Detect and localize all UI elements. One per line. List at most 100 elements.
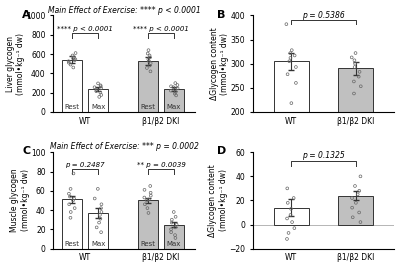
Bar	[164, 225, 184, 249]
Text: p = 0.5386: p = 0.5386	[302, 11, 345, 20]
Point	[352, 184, 358, 188]
Text: Max: Max	[167, 104, 181, 110]
Bar	[88, 89, 108, 112]
Bar	[274, 61, 309, 208]
Point	[141, 188, 148, 192]
Text: D: D	[217, 147, 226, 157]
Point	[284, 72, 291, 76]
Point	[168, 227, 174, 232]
Point	[146, 53, 153, 58]
Point	[287, 51, 294, 55]
Text: Rest: Rest	[140, 241, 156, 247]
Bar	[62, 199, 82, 249]
Point	[67, 194, 73, 199]
Text: B: B	[217, 10, 226, 20]
Point	[148, 191, 154, 195]
Point	[95, 81, 101, 85]
Point	[173, 93, 179, 98]
Text: C: C	[22, 147, 30, 157]
Point	[146, 64, 153, 68]
Point	[293, 81, 299, 85]
Point	[144, 206, 151, 210]
Point	[67, 187, 74, 191]
Point	[285, 231, 292, 235]
Point	[66, 192, 72, 196]
Point	[168, 88, 174, 93]
Point	[288, 101, 294, 105]
Point	[353, 201, 359, 205]
Point	[96, 95, 102, 99]
Point	[284, 216, 290, 221]
Point	[146, 197, 152, 202]
Point	[98, 210, 105, 214]
Point	[291, 226, 298, 230]
Point	[172, 81, 178, 85]
Y-axis label: Liver glycogen
(mmol•kg⁻¹ dw): Liver glycogen (mmol•kg⁻¹ dw)	[6, 33, 25, 95]
Bar	[274, 208, 309, 225]
Point	[174, 83, 181, 87]
Point	[289, 220, 295, 224]
Point	[72, 51, 79, 55]
Point	[70, 65, 76, 70]
Text: p = 0.1325: p = 0.1325	[302, 151, 345, 160]
Point	[147, 184, 154, 188]
Point	[172, 236, 179, 240]
Bar	[338, 68, 374, 208]
Point	[91, 85, 98, 90]
Point	[66, 202, 72, 206]
Point	[350, 215, 356, 219]
Point	[356, 210, 362, 215]
Point	[67, 216, 74, 220]
Bar	[338, 196, 374, 225]
Point	[72, 57, 79, 61]
Point	[286, 59, 292, 64]
Point	[170, 85, 176, 90]
Point	[174, 86, 181, 90]
Point	[358, 84, 364, 88]
Point	[168, 84, 174, 88]
Point	[97, 83, 104, 87]
Bar	[138, 61, 158, 112]
Point	[96, 221, 102, 225]
Point	[172, 225, 178, 229]
Point	[71, 196, 77, 201]
Point	[68, 210, 74, 214]
Point	[145, 57, 152, 61]
Point	[356, 70, 363, 74]
Point	[349, 206, 355, 210]
Point	[98, 86, 104, 90]
Point	[284, 237, 290, 241]
Point	[92, 196, 98, 201]
Text: Rest: Rest	[140, 104, 156, 110]
Text: ** p = 0.0039: ** p = 0.0039	[136, 162, 185, 168]
Point	[287, 56, 294, 60]
Point	[356, 189, 362, 193]
Text: A: A	[22, 10, 31, 20]
Text: Rest: Rest	[65, 104, 80, 110]
Point	[98, 84, 104, 88]
Text: p = 0.2487: p = 0.2487	[66, 162, 105, 168]
Text: Main Effect of Exercise: *** p = 0.0002: Main Effect of Exercise: *** p = 0.0002	[50, 142, 199, 151]
Point	[144, 51, 151, 56]
Bar	[88, 213, 108, 249]
Point	[146, 59, 152, 64]
Point	[142, 202, 148, 206]
Point	[283, 22, 290, 26]
Point	[93, 89, 100, 93]
Point	[284, 201, 291, 205]
Bar	[138, 200, 158, 249]
Point	[145, 48, 152, 52]
Text: Main Effect of Exercise: **** p < 0.0001: Main Effect of Exercise: **** p < 0.0001	[48, 6, 201, 14]
Point	[70, 198, 76, 203]
Point	[144, 198, 150, 203]
Point	[293, 65, 299, 69]
Text: **** p < 0.0001: **** p < 0.0001	[133, 26, 189, 32]
Point	[354, 192, 361, 196]
Point	[357, 174, 364, 178]
Point	[172, 92, 178, 96]
Point	[72, 206, 78, 210]
Point	[70, 56, 76, 61]
Point	[348, 55, 355, 59]
Point	[357, 220, 364, 224]
Point	[97, 217, 104, 221]
